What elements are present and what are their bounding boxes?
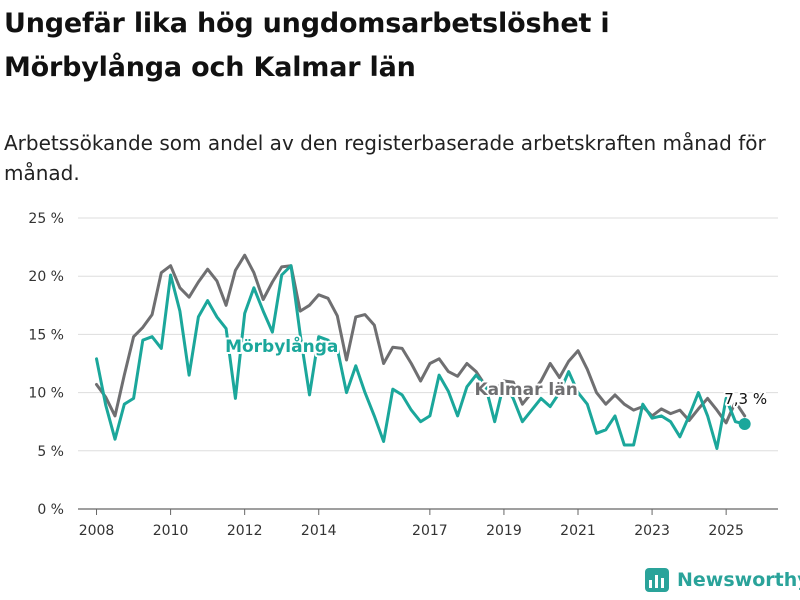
y-axis-ticks: 0 % 5 % 10 % 15 % 20 % 25 %: [28, 211, 64, 518]
x-tick-label: 2021: [560, 523, 596, 539]
brand-name: Newsworthy: [677, 569, 800, 591]
series-labels: Kalmar län Mörbylånga 7,3 %: [223, 333, 769, 431]
x-tick-label: 2008: [79, 523, 115, 539]
x-tick-label: 2012: [227, 523, 263, 539]
newsworthy-logo: Newsworthy: [645, 568, 800, 592]
chart-subtitle: Arbetssökande som andel av den registerb…: [4, 131, 766, 185]
x-tick-label: 2023: [634, 523, 670, 539]
y-tick-label: 5 %: [37, 444, 64, 460]
series-label-kalmar-lan: Kalmar län: [474, 380, 577, 400]
line-chart: 0 %5 %10 %15 %20 %25 % 2008 2010 2012 2014 2…: [28, 211, 778, 539]
chart-title: Ungefär lika hög ungdomsarbetslöshet i M…: [4, 8, 610, 83]
y-tick-label: 20 %: [28, 269, 64, 285]
series-line-morbylanga: [95, 264, 747, 450]
y-tick-label: 10 %: [28, 386, 64, 402]
x-axis-ticks: 2008 2010 2012 2014 2017 2019 2021 2023 2025: [79, 509, 744, 539]
last-value-label: 7,3 %: [724, 390, 767, 408]
bar-chart-logo-icon: [645, 568, 669, 592]
x-tick-label: 2017: [412, 523, 448, 539]
series-line-kalmar-lan: [95, 253, 747, 425]
chart-series: [95, 253, 747, 450]
y-tick-label: 25 %: [28, 211, 64, 227]
x-tick-label: 2025: [708, 523, 744, 539]
series-label-morbylanga: Mörbylånga: [225, 335, 338, 357]
x-tick-label: 2019: [486, 523, 522, 539]
y-tick-label: 0 %: [37, 502, 64, 518]
chart-grid: [78, 217, 778, 510]
x-tick-label: 2014: [301, 523, 337, 539]
last-value-marker: [738, 418, 751, 431]
x-tick-label: 2010: [153, 523, 189, 539]
y-tick-label: 15 %: [28, 327, 64, 343]
